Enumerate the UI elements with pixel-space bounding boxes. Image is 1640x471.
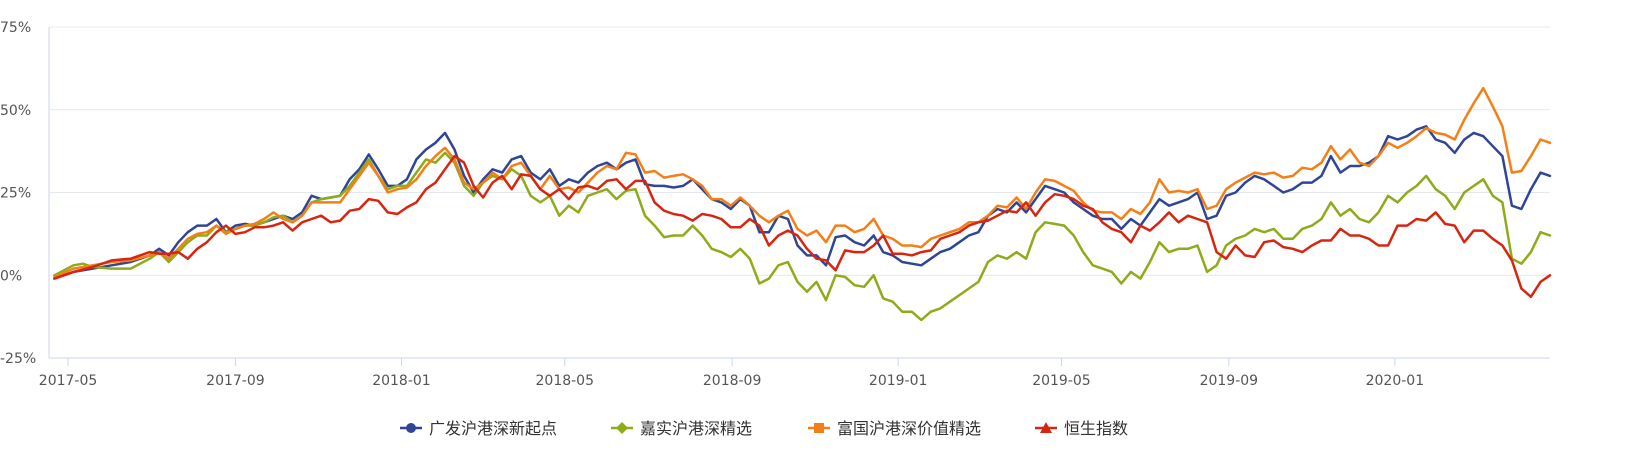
grid-lines — [49, 26, 1550, 276]
legend-label: 广发沪港深新起点 — [429, 419, 557, 438]
legend-label: 嘉实沪港深精选 — [640, 419, 752, 438]
x-tick-label: 2019-01 — [869, 373, 928, 389]
y-tick-label: 50% — [0, 103, 31, 119]
series-line-3 — [53, 86, 1552, 279]
x-tick-label: 2018-05 — [536, 373, 595, 389]
legend-item: 富国沪港深价值精选 — [808, 419, 981, 438]
y-tick-label: 75% — [0, 20, 31, 36]
legend-marker-diamond — [616, 422, 628, 434]
y-tick-label: 0% — [0, 268, 22, 284]
legend-item: 嘉实沪港深精选 — [611, 419, 752, 438]
x-tick-label: 2018-01 — [372, 373, 431, 389]
legend-item: 广发沪港深新起点 — [400, 419, 557, 438]
x-tick-label: 2019-09 — [1200, 373, 1259, 389]
series-line-1 — [53, 125, 1552, 280]
y-tick-label: 25% — [0, 186, 31, 202]
y-tick-label: -25% — [0, 351, 36, 367]
legend-marker-triangle — [1040, 422, 1052, 433]
legend-label: 恒生指数 — [1064, 419, 1128, 438]
series-line-2 — [53, 151, 1552, 322]
legend-item: 恒生指数 — [1035, 419, 1128, 438]
x-tick-label: 2019-05 — [1032, 373, 1091, 389]
legend-marker-circle — [406, 423, 416, 433]
legend-label: 富国沪港深价值精选 — [837, 419, 981, 438]
axes: -25% 0% 25% 50% 75% 2017-05 2017-09 2018-01 2018… — [0, 20, 1550, 389]
legend-marker-square — [814, 423, 824, 433]
x-tick-label: 2017-05 — [39, 373, 98, 389]
x-tick-label: 2020-01 — [1366, 373, 1425, 389]
legend: 广发沪港深新起点 嘉实沪港深精选 富国沪港深价值精选 恒生指数 — [400, 419, 1128, 438]
x-tick-label: 2017-09 — [206, 373, 265, 389]
series-line-4 — [53, 154, 1552, 299]
x-tick-label: 2018-09 — [703, 373, 762, 389]
series-lines — [53, 86, 1552, 322]
